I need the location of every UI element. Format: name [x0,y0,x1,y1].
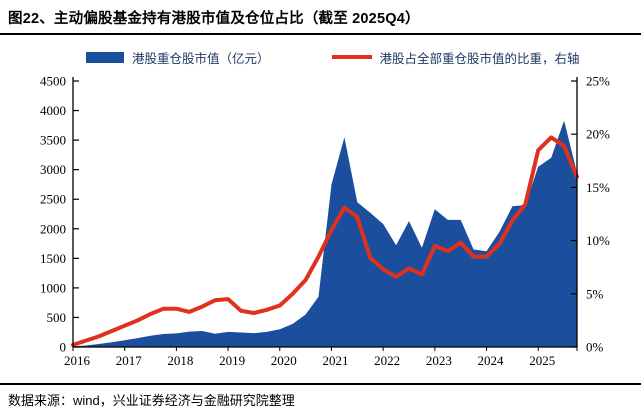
figure-title: 图22、主动偏股基金持有港股市值及仓位占比（截至 2025Q4） [8,11,420,27]
right-axis-tick-label: 5% [586,286,604,301]
left-axis-tick-label: 0 [60,340,67,355]
figure-title-bar: 图22、主动偏股基金持有港股市值及仓位占比（截至 2025Q4） [0,0,641,35]
left-axis-tick-label: 4500 [40,74,66,89]
x-axis-tick-label: 2021 [322,353,348,368]
left-axis-tick-label: 4000 [40,103,66,118]
left-axis-tick-label: 500 [47,310,67,325]
right-axis-tick-label: 25% [586,74,610,89]
right-axis-tick-label: 10% [586,233,610,248]
legend-item-ratio: 港股占全部重仓股市值的比重，右轴 [331,48,580,67]
legend-item-marketcap: 港股重仓股市值（亿元） [86,48,270,67]
x-axis-tick-label: 2020 [271,353,297,368]
x-axis-tick-label: 2024 [478,353,505,368]
x-axis-tick-label: 2025 [529,353,555,368]
x-axis-tick-label: 2016 [64,353,91,368]
right-axis-tick-label: 0% [586,340,604,355]
left-axis-tick-label: 3000 [40,162,66,177]
legend-label-marketcap: 港股重仓股市值（亿元） [132,51,270,66]
figure-footer: 数据来源：wind，兴业证券经济与金融研究院整理 [0,383,641,410]
hk-ratio-line [71,135,579,347]
data-source-note: 数据来源：wind，兴业证券经济与金融研究院整理 [8,393,295,408]
left-axis-tick-label: 2000 [40,221,66,236]
left-axis-tick-label: 1500 [40,251,66,266]
legend-label-ratio: 港股占全部重仓股市值的比重，右轴 [379,51,580,66]
area-series-swatch [86,51,124,63]
x-axis-tick-label: 2018 [167,353,193,368]
left-axis-tick-label: 3500 [40,133,66,148]
x-axis-tick-label: 2022 [374,353,400,368]
right-axis-tick-label: 15% [586,180,610,195]
x-axis-tick-label: 2023 [426,353,452,368]
hk-marketcap-area [73,120,577,347]
combo-chart: 0 500 1000 1500 2000 2500 3000 3500 4000 4500 0% 5%… [40,74,610,369]
right-axis-tick-label: 20% [586,127,610,142]
left-axis-tick-label: 1000 [40,280,66,295]
x-axis-tick-label: 2019 [219,353,245,368]
left-axis-tick-label: 2500 [40,192,66,207]
chart-legend: 港股重仓股市值（亿元） 港股占全部重仓股市值的比重，右轴 [86,48,641,67]
line-series-swatch [331,55,372,59]
x-axis-tick-label: 2017 [116,353,143,368]
